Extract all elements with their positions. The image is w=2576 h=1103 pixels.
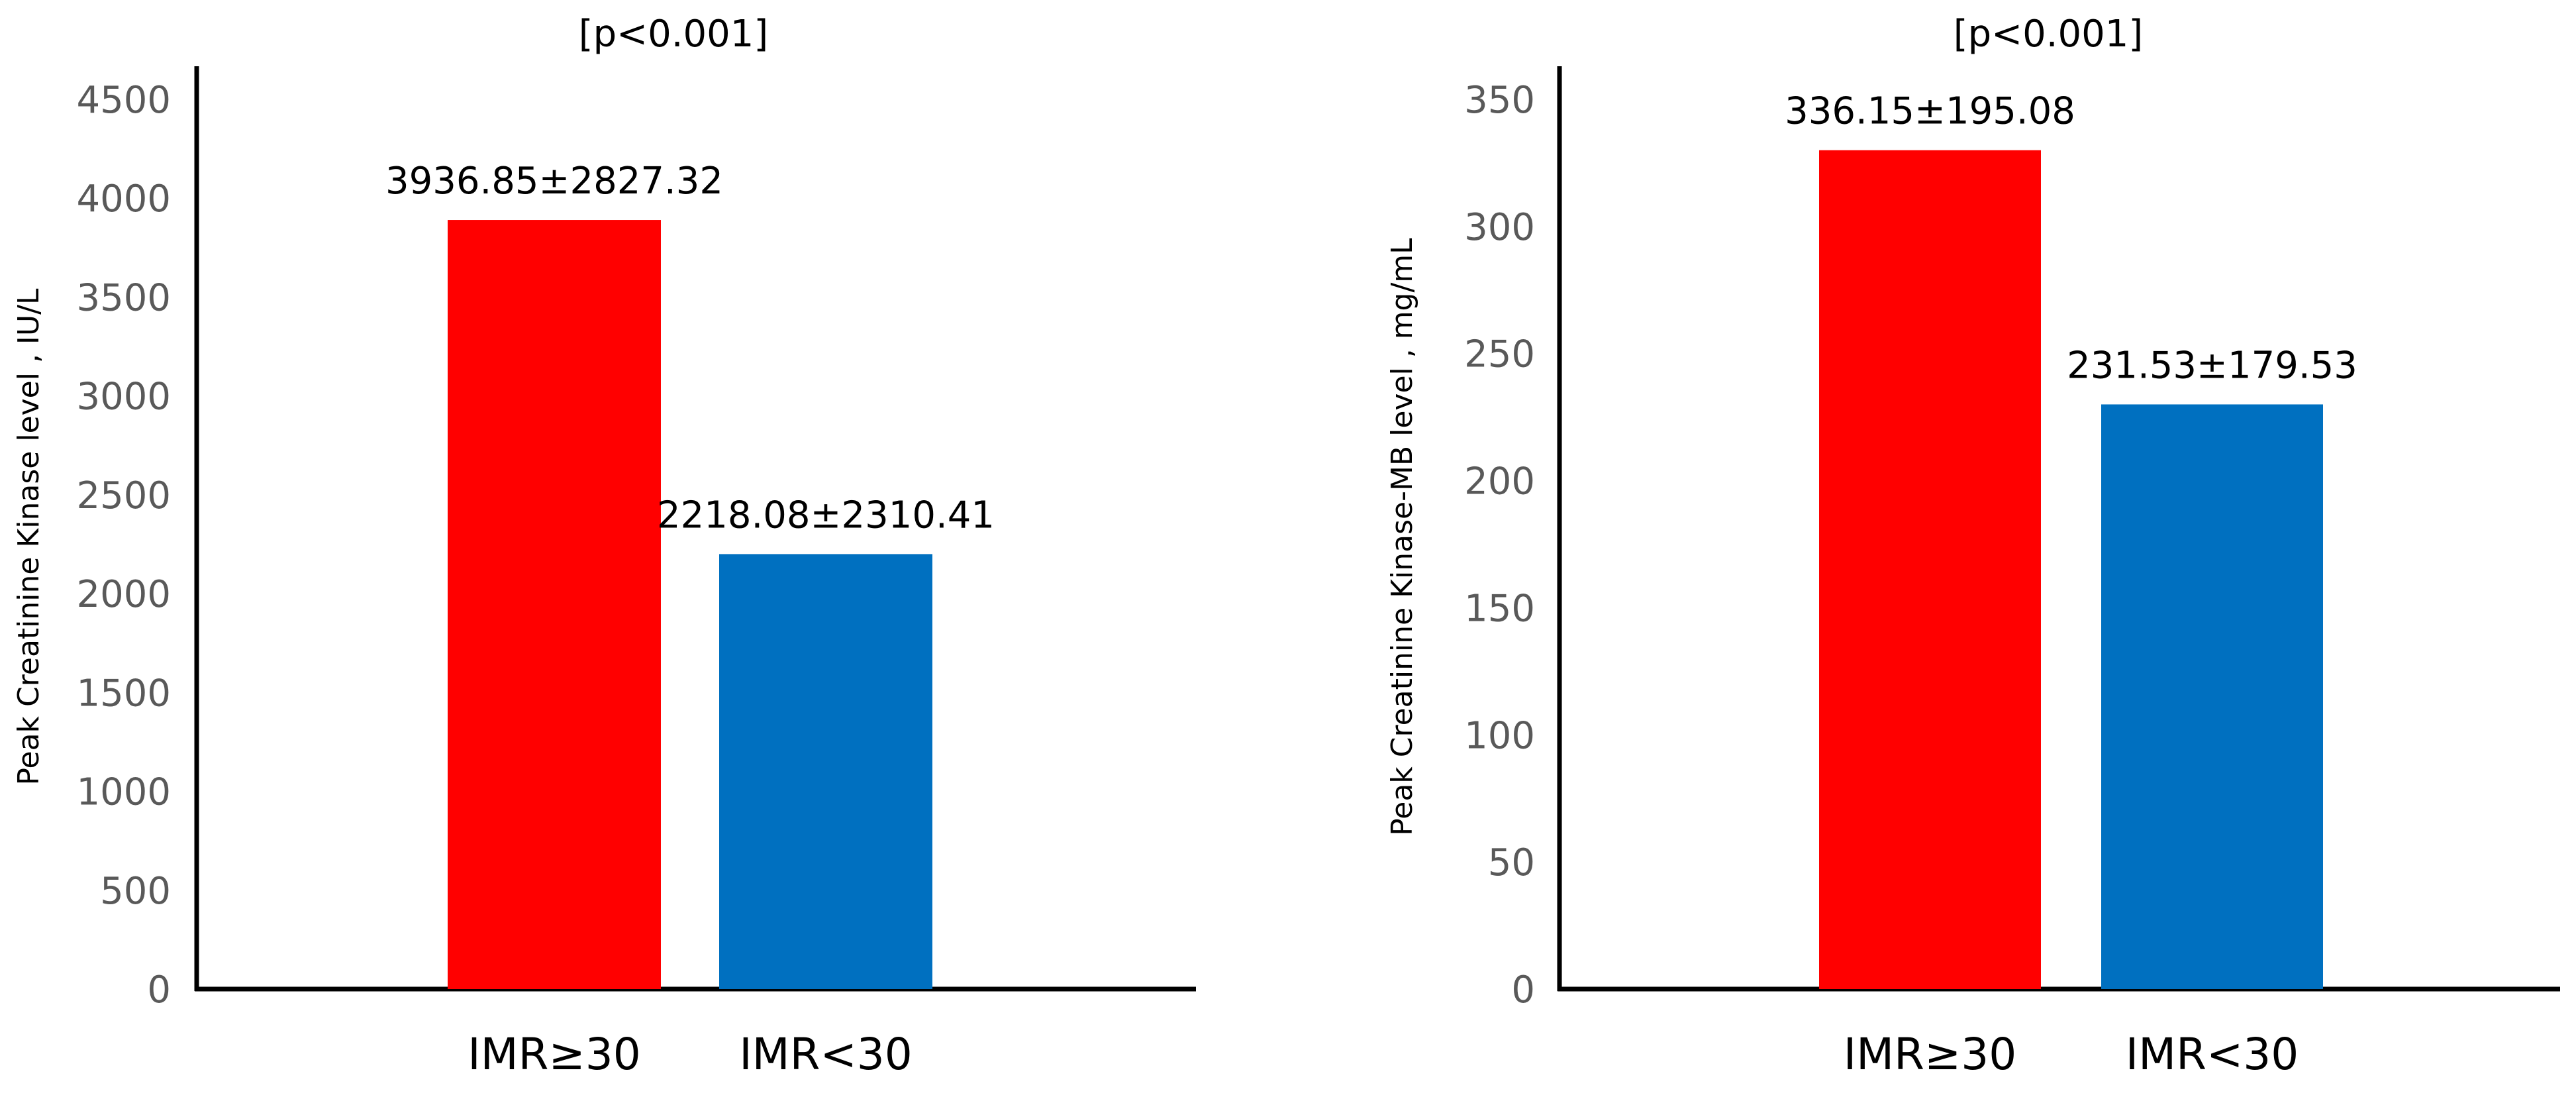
chart-2-bars: 336.15±195.08 IMR≥30 231.53±179.53 IMR<30 xyxy=(1785,90,2357,1080)
chart-1-y-tick-label: 4500 xyxy=(76,79,171,122)
chart-2-bar-2 xyxy=(2101,404,2323,989)
chart-2-bar-1 xyxy=(1819,150,2041,989)
chart-2-y-axis-title: Peak Creatinine Kinase-MB level , mg/mL xyxy=(1385,238,1419,836)
chart-1-y-axis: 0 500 1000 1500 2000 2500 3000 3500 4000 4500 Peak… xyxy=(12,66,1196,1012)
chart-1-y-tick-label: 1000 xyxy=(76,771,171,814)
chart-1-y-tick-label: 2500 xyxy=(76,474,171,517)
chart-2-y-tick-label: 100 xyxy=(1464,714,1535,757)
chart-1-p-value: [p<0.001] xyxy=(579,13,768,56)
chart-1-y-tick-label: 500 xyxy=(100,870,171,913)
chart-1-bar-1 xyxy=(448,220,661,989)
chart-1-bars: 3936.85±2827.32 IMR≥30 2218.08±2310.41 IMR<… xyxy=(385,160,995,1080)
chart-2-panel: 0 50 100 150 200 250 300 350 Peak Creatinine Kin… xyxy=(1385,13,2560,1080)
chart-1-bar-2 xyxy=(719,554,932,989)
chart-1-y-tick-label: 3000 xyxy=(76,376,171,419)
chart-2-y-tick-label: 250 xyxy=(1464,333,1535,376)
chart-2-y-tick-label: 0 xyxy=(1511,969,1535,1012)
chart-1-y-tick-label: 1500 xyxy=(76,672,171,715)
chart-1-y-tick-label: 4000 xyxy=(76,178,171,221)
chart-1-panel: 0 500 1000 1500 2000 2500 3000 3500 4000 4500 Peak… xyxy=(12,13,1196,1080)
chart-1-value-label-1: 3936.85±2827.32 xyxy=(385,160,723,203)
chart-1-y-tick-label: 0 xyxy=(147,969,171,1012)
chart-2-y-tick-label: 350 xyxy=(1464,79,1535,122)
chart-1-category-label-1: IMR≥30 xyxy=(468,1029,641,1080)
chart-2-value-label-1: 336.15±195.08 xyxy=(1785,90,2075,133)
chart-2-y-tick-label: 150 xyxy=(1464,587,1535,630)
chart-1-y-tick-label: 3500 xyxy=(76,276,171,319)
chart-1-y-axis-title: Peak Creatinine Kinase level , IU/L xyxy=(12,288,46,785)
chart-1-category-label-2: IMR<30 xyxy=(739,1029,913,1080)
chart-2-y-tick-label: 200 xyxy=(1464,460,1535,503)
chart-2-value-label-2: 231.53±179.53 xyxy=(2067,344,2357,387)
chart-2-p-value: [p<0.001] xyxy=(1954,13,2143,56)
chart-1-y-tick-label: 2000 xyxy=(76,573,171,616)
chart-2-y-axis: 0 50 100 150 200 250 300 350 Peak Creatinine Kin… xyxy=(1385,66,2560,1012)
chart-1-value-label-2: 2218.08±2310.41 xyxy=(657,494,995,537)
chart-2-y-tick-label: 300 xyxy=(1464,206,1535,249)
chart-2-category-label-1: IMR≥30 xyxy=(1844,1029,2017,1080)
chart-2-category-label-2: IMR<30 xyxy=(2126,1029,2299,1080)
chart-2-y-tick-label: 50 xyxy=(1488,841,1535,884)
